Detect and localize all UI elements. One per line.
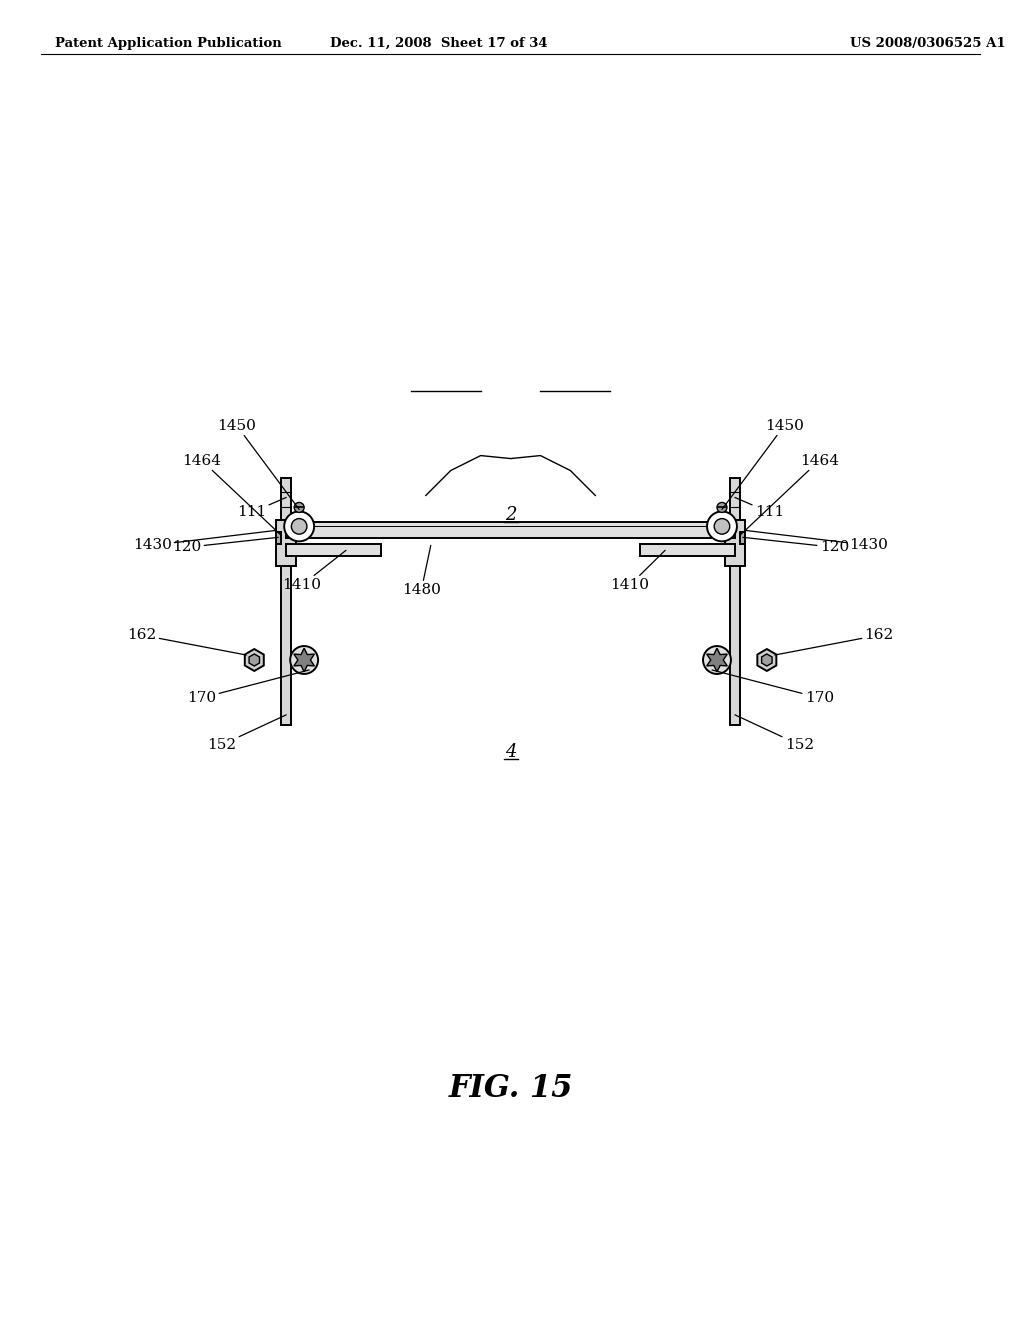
Text: US 2008/0306525 A1: US 2008/0306525 A1 bbox=[850, 37, 1006, 50]
Text: 1480: 1480 bbox=[401, 545, 440, 597]
Bar bbox=[640, 544, 735, 556]
Circle shape bbox=[707, 511, 737, 541]
Polygon shape bbox=[294, 648, 314, 672]
Polygon shape bbox=[758, 649, 776, 671]
Circle shape bbox=[290, 645, 318, 675]
Text: 1464: 1464 bbox=[740, 454, 839, 536]
Polygon shape bbox=[707, 648, 727, 672]
Circle shape bbox=[294, 503, 304, 512]
Text: 111: 111 bbox=[735, 498, 784, 519]
FancyBboxPatch shape bbox=[276, 520, 296, 566]
Text: 1430: 1430 bbox=[133, 531, 276, 552]
Circle shape bbox=[714, 519, 730, 535]
Bar bbox=[286, 523, 735, 539]
Text: 1450: 1450 bbox=[722, 418, 804, 510]
Text: 1464: 1464 bbox=[182, 454, 282, 536]
Text: 4: 4 bbox=[505, 743, 516, 760]
Text: 152: 152 bbox=[735, 715, 814, 752]
Bar bbox=[740, 532, 744, 544]
Bar bbox=[286, 544, 381, 556]
Polygon shape bbox=[245, 649, 264, 671]
Text: 111: 111 bbox=[237, 498, 286, 519]
Circle shape bbox=[703, 645, 731, 675]
Text: 162: 162 bbox=[775, 628, 894, 655]
FancyBboxPatch shape bbox=[725, 520, 744, 566]
Text: Patent Application Publication: Patent Application Publication bbox=[55, 37, 282, 50]
Circle shape bbox=[717, 503, 727, 512]
Text: 170: 170 bbox=[712, 671, 834, 705]
Text: 120: 120 bbox=[172, 537, 279, 554]
Bar bbox=[282, 478, 291, 725]
Text: Dec. 11, 2008  Sheet 17 of 34: Dec. 11, 2008 Sheet 17 of 34 bbox=[330, 37, 548, 50]
Text: 1410: 1410 bbox=[282, 550, 346, 593]
Text: 162: 162 bbox=[127, 628, 247, 655]
Text: 170: 170 bbox=[187, 671, 309, 705]
Bar bbox=[730, 478, 740, 725]
Polygon shape bbox=[249, 653, 259, 667]
Text: 120: 120 bbox=[742, 537, 849, 554]
Text: 1430: 1430 bbox=[744, 531, 889, 552]
Circle shape bbox=[292, 519, 307, 535]
Text: 152: 152 bbox=[207, 715, 286, 752]
Text: 1410: 1410 bbox=[610, 550, 666, 593]
Text: 2: 2 bbox=[505, 507, 516, 524]
Polygon shape bbox=[762, 653, 772, 667]
Text: 1450: 1450 bbox=[217, 418, 299, 510]
Circle shape bbox=[285, 511, 314, 541]
Bar bbox=[276, 532, 282, 544]
Text: FIG. 15: FIG. 15 bbox=[449, 1073, 572, 1105]
